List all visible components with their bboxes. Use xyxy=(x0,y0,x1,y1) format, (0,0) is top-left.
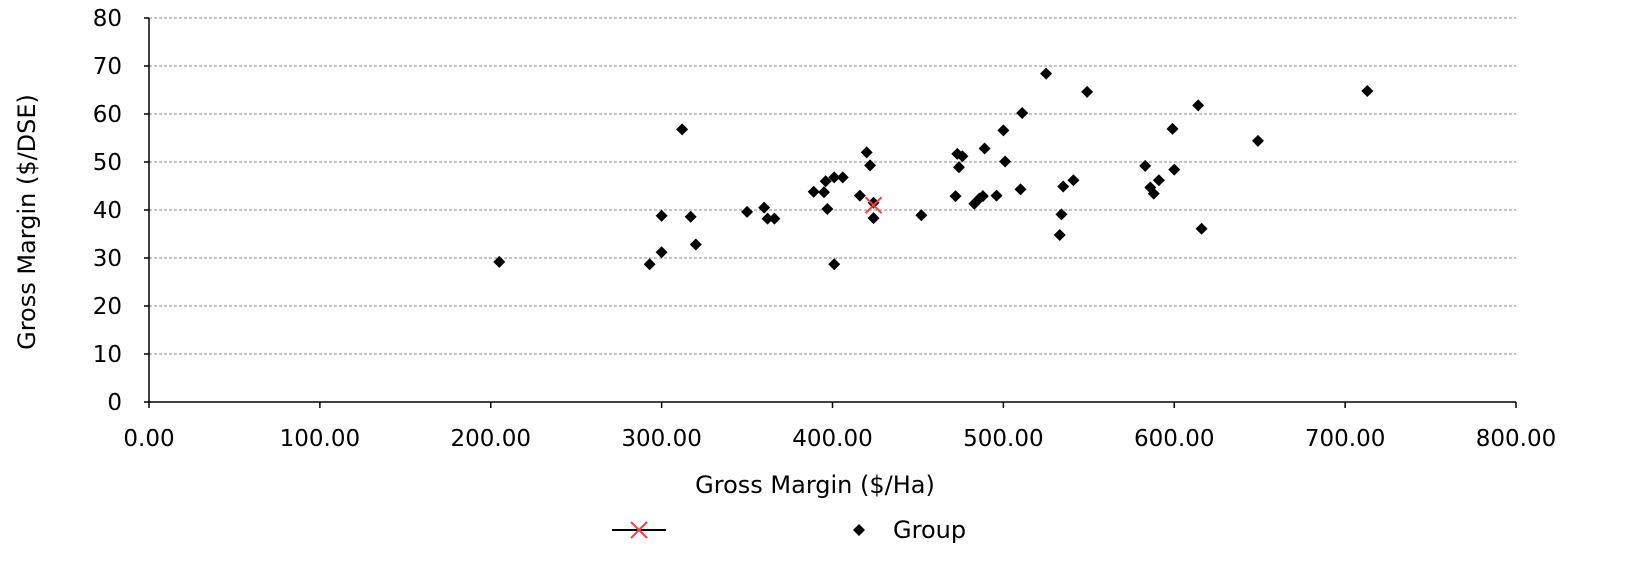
y-tick-label: 50 xyxy=(93,150,122,176)
group-data-point xyxy=(990,189,1003,202)
group-data-point xyxy=(828,171,841,184)
group-data-point xyxy=(741,205,754,218)
group-data-point xyxy=(1081,85,1094,98)
group-data-point xyxy=(1361,84,1374,97)
group-data-point xyxy=(1053,228,1066,241)
data-points xyxy=(493,67,1374,271)
y-tick-label: 60 xyxy=(93,102,122,128)
legend-diamond-marker xyxy=(853,524,865,536)
group-data-point xyxy=(997,124,1010,137)
group-data-point xyxy=(1192,99,1205,112)
group-data-point xyxy=(1195,222,1208,235)
group-data-point xyxy=(1014,183,1027,196)
group-data-point xyxy=(493,255,506,268)
group-data-point xyxy=(655,209,668,222)
x-tick-label: 200.00 xyxy=(451,426,531,452)
y-tick-label: 70 xyxy=(93,54,122,80)
x-tick-label: 800.00 xyxy=(1476,426,1556,452)
group-data-point xyxy=(836,171,849,184)
group-data-point xyxy=(1147,187,1160,200)
group-data-point xyxy=(952,161,965,174)
y-tick-label: 80 xyxy=(93,6,122,32)
group-data-point xyxy=(1055,208,1068,221)
group-data-point xyxy=(1040,67,1053,80)
group-data-point xyxy=(978,142,991,155)
group-data-point xyxy=(768,212,781,225)
x-tick-label: 500.00 xyxy=(963,426,1043,452)
group-data-point xyxy=(1152,174,1165,187)
x-tick-label: 700.00 xyxy=(1305,426,1385,452)
group-data-point xyxy=(819,175,832,188)
legend: Group xyxy=(612,516,966,544)
group-data-point xyxy=(867,196,880,209)
y-tick-label: 40 xyxy=(93,198,122,224)
group-data-point xyxy=(853,189,866,202)
group-data-point xyxy=(1166,122,1179,135)
group-data-point xyxy=(758,201,771,214)
x-tick-label: 0.00 xyxy=(123,426,174,452)
y-tick-label: 30 xyxy=(93,246,122,272)
x-tick-label: 300.00 xyxy=(621,426,701,452)
x-tick-label: 600.00 xyxy=(1134,426,1214,452)
x-axis-title: Gross Margin ($/Ha) xyxy=(695,471,935,499)
group-data-point xyxy=(1168,163,1181,176)
group-data-point xyxy=(1139,159,1152,172)
group-data-point xyxy=(867,212,880,225)
gridlines xyxy=(149,17,1516,355)
group-data-point xyxy=(684,210,697,223)
group-data-point xyxy=(956,150,969,163)
group-data-point xyxy=(807,185,820,198)
group-data-point xyxy=(976,190,989,203)
group-data-point xyxy=(655,246,668,259)
group-data-point xyxy=(821,203,834,216)
highlight-data-point xyxy=(864,196,883,214)
y-tick-label: 0 xyxy=(107,390,122,416)
group-data-point xyxy=(676,123,689,136)
group-data-point xyxy=(915,209,928,222)
legend-label: Group xyxy=(893,516,966,544)
group-data-point xyxy=(761,212,774,225)
group-data-point xyxy=(1067,174,1080,187)
group-data-point xyxy=(949,190,962,203)
group-data-point xyxy=(1057,180,1070,193)
group-data-point xyxy=(828,258,841,271)
x-tick-label: 100.00 xyxy=(280,426,360,452)
y-tick-label: 10 xyxy=(93,342,122,368)
group-data-point xyxy=(1016,107,1029,120)
group-data-point xyxy=(817,186,830,199)
legend-x-marker xyxy=(630,521,648,539)
group-data-point xyxy=(864,159,877,172)
group-data-point xyxy=(860,146,873,159)
group-data-point xyxy=(1251,134,1264,147)
x-tick-label: 400.00 xyxy=(792,426,872,452)
group-data-point xyxy=(689,238,702,251)
group-data-point xyxy=(999,155,1012,168)
y-tick-label: 20 xyxy=(93,294,122,320)
y-axis-title: Gross Margin ($/DSE) xyxy=(13,94,41,350)
group-data-point xyxy=(643,258,656,271)
